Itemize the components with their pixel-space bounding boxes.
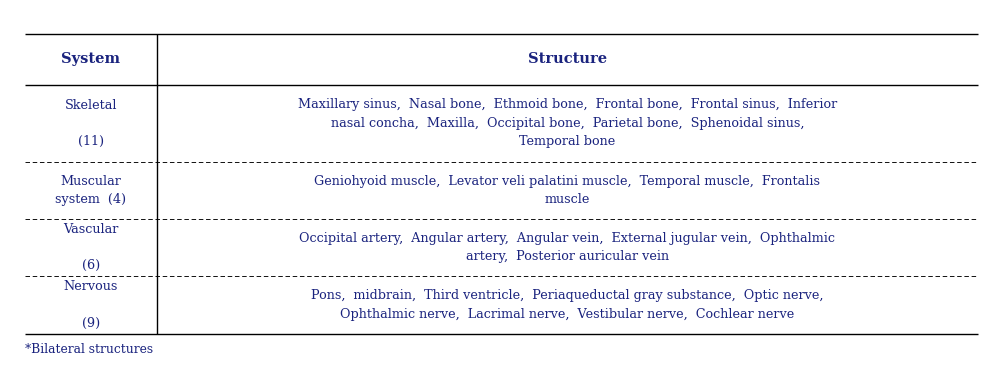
Text: Muscular
system  (4): Muscular system (4) bbox=[55, 175, 126, 206]
Text: Vascular

(6): Vascular (6) bbox=[63, 223, 118, 272]
Text: System: System bbox=[61, 52, 120, 66]
Text: Structure: Structure bbox=[528, 52, 607, 66]
Text: Pons,  midbrain,  Third ventricle,  Periaqueductal gray substance,  Optic nerve,: Pons, midbrain, Third ventricle, Periaqu… bbox=[311, 289, 824, 321]
Text: *Bilateral structures: *Bilateral structures bbox=[25, 343, 153, 356]
Text: Geniohyoid muscle,  Levator veli palatini muscle,  Temporal muscle,  Frontalis
m: Geniohyoid muscle, Levator veli palatini… bbox=[314, 175, 820, 206]
Text: Occipital artery,  Angular artery,  Angular vein,  External jugular vein,  Ophth: Occipital artery, Angular artery, Angula… bbox=[299, 232, 835, 264]
Text: Skeletal

(11): Skeletal (11) bbox=[65, 99, 117, 148]
Text: Maxillary sinus,  Nasal bone,  Ethmoid bone,  Frontal bone,  Frontal sinus,  Inf: Maxillary sinus, Nasal bone, Ethmoid bon… bbox=[298, 98, 837, 148]
Text: Nervous

(9): Nervous (9) bbox=[64, 280, 118, 329]
